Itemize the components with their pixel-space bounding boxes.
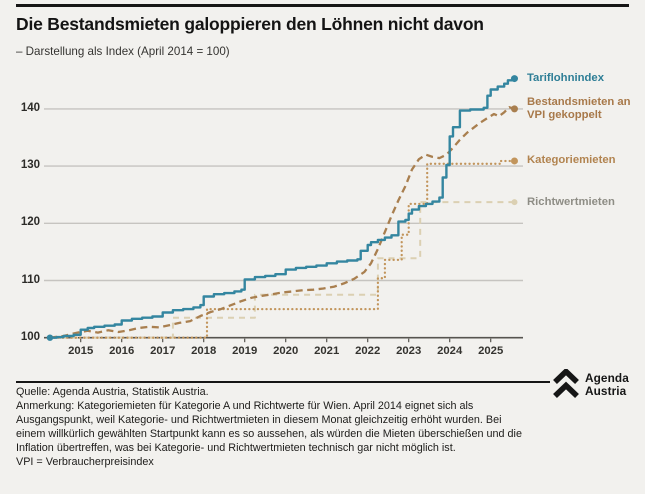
x-tick-label-2020: 2020 — [273, 345, 299, 357]
source-line-4: einem willkürlich gewählten Startpunkt k… — [16, 427, 522, 440]
x-tick-label-2017: 2017 — [150, 345, 176, 357]
y-tick-label-120: 120 — [20, 216, 40, 229]
x-tick-label-2025: 2025 — [478, 345, 504, 357]
logo-line-2: Austria — [585, 383, 627, 398]
legend-tariflohnindex: Tariflohnindex — [527, 72, 645, 85]
page-title: Die Bestandsmieten galoppieren den Löhne… — [16, 14, 484, 34]
x-tick-label-2024: 2024 — [437, 345, 463, 357]
series-line-kategoriemieten — [48, 159, 516, 339]
legend-kategoriemieten-line-1: Kategoriemieten — [527, 154, 616, 167]
source-note: Quelle: Agenda Austria, Statistik Austri… — [16, 386, 616, 469]
x-tick-label-2019: 2019 — [232, 345, 258, 357]
source-line-3: Ausgangspunkt, weil Kategorie- und Richt… — [16, 413, 502, 426]
legend-kategoriemieten: Kategoriemieten — [527, 154, 645, 167]
x-tick-label-2018: 2018 — [191, 345, 217, 357]
legend-bestandsmieten-vpi: Bestandsmieten an VPI gekoppelt — [527, 96, 645, 122]
page-subtitle: – Darstellung als Index (April 2014 = 10… — [16, 45, 230, 58]
series-line-bestandsmieten-vpi — [49, 106, 515, 339]
y-tick-label-110: 110 — [21, 273, 40, 286]
logo-text: Agenda Austria — [585, 369, 629, 397]
x-tick-label-2021: 2021 — [314, 345, 340, 357]
logo-line-1: Agenda — [585, 371, 629, 385]
x-tick-label-2022: 2022 — [355, 345, 381, 357]
top-rule — [16, 4, 629, 7]
series-end-dot-bestandsmieten-vpi — [510, 105, 518, 113]
series-start-dot-tariflohnindex — [46, 334, 54, 341]
series-line-tariflohnindex — [50, 78, 516, 339]
legend-bestandsmieten-vpi-line-1: Bestandsmieten an — [527, 95, 631, 108]
agenda-austria-logo: Agenda Austria — [552, 369, 645, 403]
legend-richtwertmieten-line-1: Richtwertmieten — [527, 195, 615, 208]
y-tick-label-140: 140 — [20, 101, 40, 114]
series-end-dot-richtwertmieten — [511, 199, 518, 206]
source-line-5: Inflation übertreffen, was bei Kategorie… — [16, 441, 456, 454]
legend-bestandsmieten-vpi-line-2: VPI gekoppelt — [527, 108, 602, 121]
x-tick-label-2015: 2015 — [68, 345, 94, 357]
source-line-1: Quelle: Agenda Austria, Statistik Austri… — [16, 386, 209, 398]
source-line-6: VPI = Verbraucherpreisindex — [16, 455, 154, 468]
double-chevron-up-icon — [553, 369, 579, 399]
series-line-richtwertmieten — [50, 201, 515, 339]
y-tick-label-130: 130 — [20, 159, 40, 172]
legend-richtwertmieten: Richtwertmieten — [527, 196, 645, 209]
y-tick-label-100: 100 — [20, 330, 40, 343]
series-end-dot-kategoriemieten — [510, 157, 518, 165]
series-end-dot-tariflohnindex — [510, 75, 518, 83]
footer-rule — [16, 381, 550, 383]
x-tick-label-2023: 2023 — [396, 345, 422, 357]
x-tick-label-2016: 2016 — [109, 345, 135, 357]
legend-tariflohnindex-line-1: Tariflohnindex — [527, 72, 604, 85]
source-line-2: Anmerkung: Kategoriemieten für Kategorie… — [16, 399, 474, 412]
